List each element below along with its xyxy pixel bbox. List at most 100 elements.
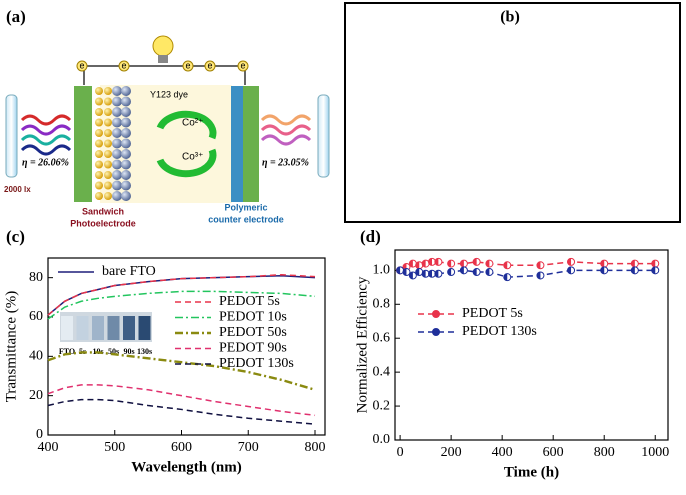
series-line xyxy=(47,273,316,316)
data-point-fill xyxy=(567,266,572,274)
data-point-fill xyxy=(422,270,426,278)
legend-marker xyxy=(432,328,440,336)
particle xyxy=(104,108,112,116)
particle xyxy=(112,107,122,117)
electron-label: e xyxy=(185,60,190,70)
particle xyxy=(121,180,131,191)
data-point-fill xyxy=(651,260,656,268)
plot-frame xyxy=(47,257,326,436)
y-axis-label: Transmittance (%) xyxy=(3,291,19,403)
data-point-fill xyxy=(503,261,508,269)
particle xyxy=(112,138,122,149)
particle xyxy=(112,117,122,128)
data-point-fill xyxy=(485,260,490,268)
co2-label: Co²⁺ xyxy=(182,118,203,129)
wire xyxy=(83,65,246,85)
series-line xyxy=(47,384,316,417)
x-tick-label: 600 xyxy=(543,445,564,460)
data-point-fill xyxy=(485,268,490,276)
charts: (c) 400 500 600 700 800 0 20 40 60 80 Wavelength (n… xyxy=(3,227,669,481)
particle xyxy=(112,128,122,138)
light-wave xyxy=(260,124,312,136)
legend-label: PEDOT 90s xyxy=(219,341,287,356)
efficiency-left: η = 26.06% xyxy=(22,157,69,168)
electron-label: e xyxy=(207,60,212,70)
electron xyxy=(204,60,216,72)
data-point-fill xyxy=(447,268,452,276)
particle xyxy=(112,191,122,201)
inset-label: 130s xyxy=(137,347,152,356)
x-tick-label: 500 xyxy=(104,440,125,455)
cycle-arrow xyxy=(156,148,217,178)
inset-label: 50s xyxy=(108,347,119,356)
particle xyxy=(121,107,131,117)
pedot-layer xyxy=(231,86,243,202)
x-axis-label: Wavelength (nm) xyxy=(131,459,241,475)
plot-frame xyxy=(394,249,669,441)
lamp-left xyxy=(5,94,18,178)
inset-vial xyxy=(123,316,135,340)
particle xyxy=(104,181,112,190)
data-point-fill xyxy=(631,266,635,274)
light-wave xyxy=(20,114,72,126)
light-wave xyxy=(20,134,72,146)
series-line xyxy=(47,398,316,425)
legend-label: PEDOT 10s xyxy=(219,310,287,325)
panel-label: (c) xyxy=(6,227,25,246)
particle xyxy=(112,96,122,107)
data-point-fill xyxy=(428,270,432,278)
series-line xyxy=(47,290,316,320)
particle xyxy=(112,180,122,191)
x-tick-label: 800 xyxy=(304,440,325,455)
fto-right xyxy=(243,86,259,202)
x-tick-label: 200 xyxy=(441,445,462,460)
light-wave xyxy=(20,124,72,136)
particle xyxy=(95,87,103,95)
cycle-arrow xyxy=(156,110,217,140)
lamp-right xyxy=(317,94,330,178)
inset-vial xyxy=(76,316,89,340)
legend-label: bare FTO xyxy=(102,264,156,279)
particle xyxy=(121,86,131,96)
electrons: e e e e e xyxy=(76,60,249,72)
particle xyxy=(95,97,103,106)
particle xyxy=(104,171,112,179)
inset-vial xyxy=(92,316,104,340)
x-tick-label: 700 xyxy=(238,440,259,455)
photoelectrode-label: Photoelectrode xyxy=(70,218,136,228)
panel-frame xyxy=(344,2,681,223)
particle xyxy=(104,192,112,200)
particle xyxy=(121,96,131,107)
particle xyxy=(112,159,122,170)
panel-label: (a) xyxy=(6,7,26,26)
panel-label: (b) xyxy=(500,9,520,26)
inset-vial xyxy=(138,316,151,340)
co3-label: Co³⁺ xyxy=(182,152,203,163)
x-tick-label: 0 xyxy=(397,445,404,460)
particle xyxy=(104,129,112,137)
electron-label: e xyxy=(79,60,84,70)
legend-label: PEDOT 5s xyxy=(219,294,280,309)
x-axis-label: Time (h) xyxy=(504,464,559,480)
light-wave xyxy=(260,114,312,126)
data-point-fill xyxy=(415,261,420,269)
inset-vial xyxy=(61,316,73,340)
particle xyxy=(104,150,112,158)
particle xyxy=(121,117,131,128)
particle xyxy=(95,171,103,179)
data-point-fill xyxy=(473,268,477,276)
inset-label: FTO xyxy=(59,347,75,356)
data-point-fill xyxy=(409,260,413,268)
data-point-fill xyxy=(428,258,432,266)
particle xyxy=(95,192,103,200)
y-tick-label: 0.0 xyxy=(373,432,391,447)
y-tick-label: 0.6 xyxy=(373,330,391,345)
panel-b: (b) xyxy=(344,2,681,223)
x-tick-label: 1000 xyxy=(641,445,669,460)
series-line xyxy=(47,351,316,391)
legend-label: PEDOT 130s xyxy=(219,356,294,371)
efficiency-right: η = 23.05% xyxy=(262,157,309,168)
y-tick-label: 0.4 xyxy=(373,364,391,379)
data-point-fill xyxy=(651,266,656,274)
